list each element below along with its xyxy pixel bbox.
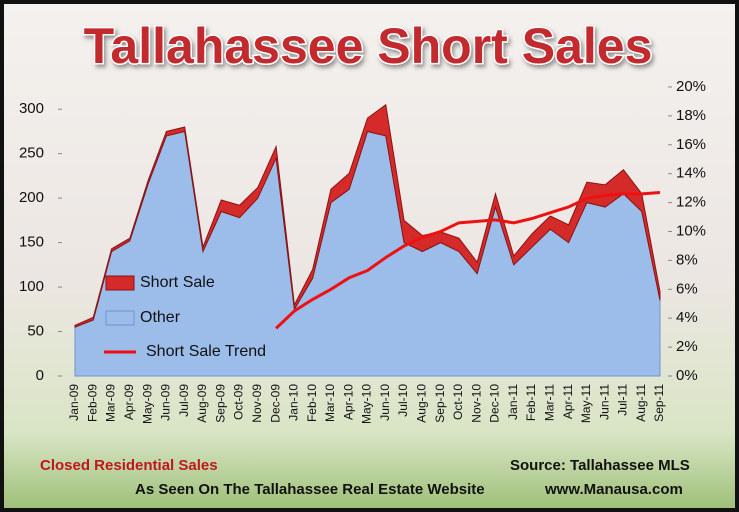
y-tick-label: 200 (19, 189, 44, 206)
footer-link: www.Manausa.com (544, 481, 683, 498)
x-tick-label: Jan-09 (67, 384, 81, 421)
x-tick-label: Mar-09 (104, 384, 118, 422)
x-tick-label: Aug-11 (634, 384, 648, 422)
x-tick-label: Sep-10 (433, 384, 447, 423)
y2-tick-label: 2% (676, 338, 698, 355)
y2-tick-label: 8% (676, 251, 698, 268)
y2-tick-label: 0% (676, 367, 698, 384)
x-tick-label: Jun-10 (378, 384, 392, 421)
y-tick-label: 150 (19, 234, 44, 251)
x-tick-label: May-11 (579, 384, 593, 423)
x-tick-label: Feb-11 (524, 384, 538, 421)
footer-text: As Seen On The Tallahassee Real Estate W… (135, 481, 485, 498)
y2-tick-label: 18% (676, 107, 706, 124)
area-short-sale (74, 103, 661, 328)
x-tick-label: Aug-10 (415, 384, 429, 423)
y-tick-label: 50 (27, 323, 44, 340)
legend-swatch (105, 310, 135, 326)
y-tick-label: 250 (19, 145, 44, 162)
y-tick-label: 100 (19, 278, 44, 295)
legend-label: Short Sale Trend (146, 343, 266, 360)
y2-tick-label: 14% (676, 165, 706, 182)
x-tick-label: Oct-09 (232, 384, 246, 420)
x-tick-label: Mar-10 (323, 384, 337, 422)
x-tick-label: Feb-10 (305, 384, 319, 422)
legend-swatch (105, 275, 135, 291)
x-tick-label: Nov-10 (469, 384, 483, 423)
x-tick-label: Jul-11 (616, 384, 630, 416)
x-tick-label: Apr-09 (122, 384, 136, 420)
x-tick-label: Dec-09 (268, 384, 282, 423)
plot: 0 50 100 150 200 250 300 0% 2% 4% 6% 8% 10% 12% 14% 16%… (19, 78, 706, 424)
x-tick-label: Jul-10 (396, 384, 410, 417)
y2-tick-label: 4% (676, 309, 698, 326)
x-tick-label: Nov-09 (250, 384, 264, 423)
y2-tick-label: 6% (676, 280, 698, 297)
x-tick-label: Sep-09 (213, 384, 227, 423)
x-tick-label: Oct-10 (451, 384, 465, 420)
y-tick-label: 0 (36, 367, 44, 384)
x-tick-label: Jun-09 (159, 384, 173, 421)
x-tick-label: Apr-11 (561, 384, 575, 419)
x-tick-label: Jul-09 (177, 384, 191, 417)
x-tick-label: May-09 (140, 384, 154, 424)
legend-label: Short Sale (140, 274, 215, 291)
x-tick-label: May-10 (360, 384, 374, 424)
x-tick-label: Sep-11 (652, 384, 666, 422)
x-tick-label: Aug-09 (195, 384, 209, 423)
x-tick-label: Dec-10 (488, 384, 502, 423)
trend-line (275, 190, 661, 330)
y2-tick-label: 20% (676, 78, 706, 95)
x-tick-label: Apr-10 (341, 384, 355, 420)
x-tick-label: Mar-11 (542, 384, 556, 421)
x-tick-label: Jun-11 (597, 384, 611, 420)
x-tick-label: Feb-09 (85, 384, 99, 422)
caption: Closed Residential Sales (40, 457, 218, 474)
y-tick-label: 300 (19, 100, 44, 117)
y2-tick-label: 12% (676, 194, 706, 211)
legend-label: Other (140, 309, 181, 326)
chart-title: Tallahassee Short Sales (84, 18, 653, 74)
x-tick-label: Jan-10 (287, 384, 301, 421)
y2-tick-label: 16% (676, 136, 706, 153)
y2-tick-label: 10% (676, 222, 706, 239)
x-tick-label: Jan-11 (506, 384, 520, 420)
source: Source: Tallahassee MLS (510, 457, 690, 474)
